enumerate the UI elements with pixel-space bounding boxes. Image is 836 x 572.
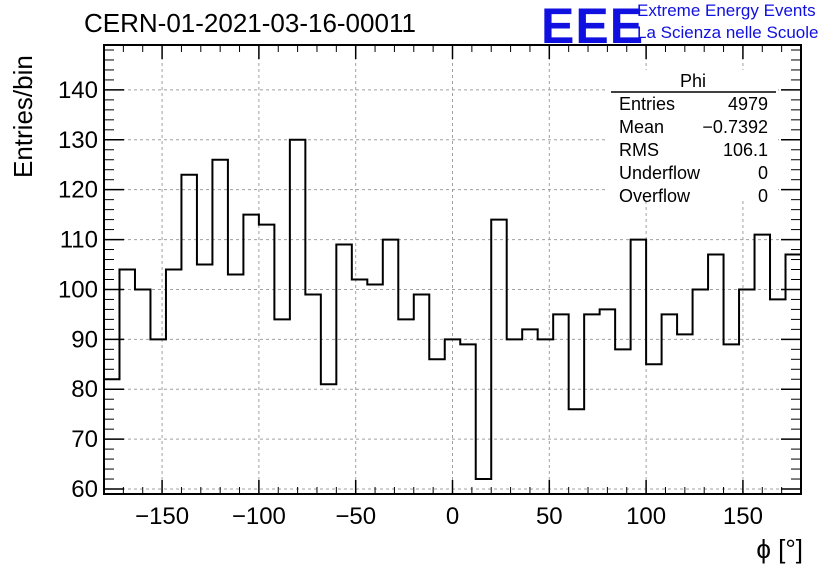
- stats-label-entries: Entries: [619, 94, 676, 114]
- histogram-bin: [212, 160, 227, 494]
- histogram-bin: [414, 294, 429, 494]
- histogram-bin: [197, 265, 212, 494]
- histogram-bin: [770, 299, 785, 494]
- histogram-bin: [181, 175, 196, 494]
- stats-label-underflow: Underflow: [619, 163, 701, 183]
- histogram-bin: [553, 314, 568, 494]
- histogram-bin: [662, 314, 677, 494]
- histogram-bin: [522, 329, 537, 494]
- tick-labels: −150 −100 −50 0 50 100 150 60 70 80 90 100 110 120 130…: [58, 77, 763, 530]
- histogram-bin: [135, 289, 150, 494]
- histogram-bin: [429, 359, 444, 494]
- y-axis-label: Entries/bin: [8, 55, 38, 178]
- stats-value-rms: 106.1: [722, 140, 768, 160]
- histogram-bin: [739, 289, 754, 494]
- y-tick-label: 70: [71, 426, 98, 453]
- stats-box-name: Phi: [680, 71, 707, 91]
- stats-label-mean: Mean: [619, 117, 665, 137]
- logo-caption-line1: Extreme Energy Events: [637, 1, 816, 20]
- histogram-bin: [290, 140, 305, 494]
- histogram-bin: [631, 240, 646, 494]
- histogram-bin: [538, 339, 553, 494]
- histogram-bin: [460, 344, 475, 494]
- histogram-bin: [166, 270, 181, 495]
- y-tick-label: 120: [58, 177, 98, 204]
- histogram-bin: [708, 255, 723, 494]
- stats-label-rms: RMS: [619, 140, 659, 160]
- x-axis-label: ϕ [°]: [756, 534, 803, 564]
- y-tick-label: 140: [58, 77, 98, 104]
- stats-value-underflow: 0: [757, 163, 768, 183]
- histogram-bin: [724, 344, 739, 494]
- eee-logo: EEE: [541, 0, 645, 54]
- histogram-bin: [786, 255, 801, 494]
- histogram-bin: [305, 294, 320, 494]
- y-tick-label: 60: [71, 476, 98, 503]
- histogram-bin: [336, 245, 351, 494]
- histogram-outline: [104, 138, 801, 481]
- y-tick-label: 110: [60, 227, 98, 254]
- histogram-bin: [398, 319, 413, 494]
- y-tick-label: 130: [58, 127, 98, 154]
- histogram-bin: [646, 364, 661, 494]
- x-tick-label: 100: [626, 503, 666, 530]
- histogram-bin: [445, 339, 460, 494]
- histogram-bin: [352, 279, 367, 494]
- stats-label-overflow: Overflow: [619, 186, 691, 206]
- y-tick-label: 100: [58, 276, 98, 303]
- stats-value-mean: −0.7392: [702, 117, 768, 137]
- x-tick-label: −150: [135, 503, 189, 530]
- y-tick-label: 90: [71, 326, 98, 353]
- histogram-bin: [600, 309, 615, 494]
- chart-title: CERN-01-2021-03-16-00011: [84, 8, 416, 38]
- y-tick-label: 80: [71, 376, 98, 403]
- histogram-bin: [259, 225, 274, 494]
- stats-value-entries: 4979: [727, 94, 768, 114]
- histogram-bin: [150, 339, 165, 494]
- x-tick-label: −50: [335, 503, 376, 530]
- histogram-bin: [367, 284, 382, 494]
- histogram-bin: [615, 349, 630, 494]
- histogram-bin: [104, 379, 119, 494]
- histogram-bin: [693, 289, 708, 494]
- histogram-bin: [476, 479, 491, 494]
- histogram-bins: [104, 138, 801, 495]
- histogram-bin: [383, 240, 398, 494]
- stats-value-overflow: 0: [757, 186, 768, 206]
- histogram-bin: [584, 314, 599, 494]
- axis-ticks: [104, 45, 801, 494]
- histogram-bin: [677, 334, 692, 494]
- x-tick-label: 0: [446, 503, 459, 530]
- histogram-bin: [507, 339, 522, 494]
- histogram-bin: [119, 270, 134, 495]
- histogram-bin: [228, 274, 243, 494]
- histogram-bin: [274, 319, 289, 494]
- histogram-bin: [569, 409, 584, 494]
- histogram-bin: [321, 384, 336, 494]
- x-tick-label: 50: [536, 503, 563, 530]
- x-tick-label: 150: [723, 503, 763, 530]
- histogram-bin: [491, 220, 506, 494]
- histogram-bin: [243, 215, 258, 494]
- x-tick-label: −100: [232, 503, 286, 530]
- logo-caption-line2: La Scienza nelle Scuole: [637, 23, 819, 42]
- histogram-bin: [755, 235, 770, 494]
